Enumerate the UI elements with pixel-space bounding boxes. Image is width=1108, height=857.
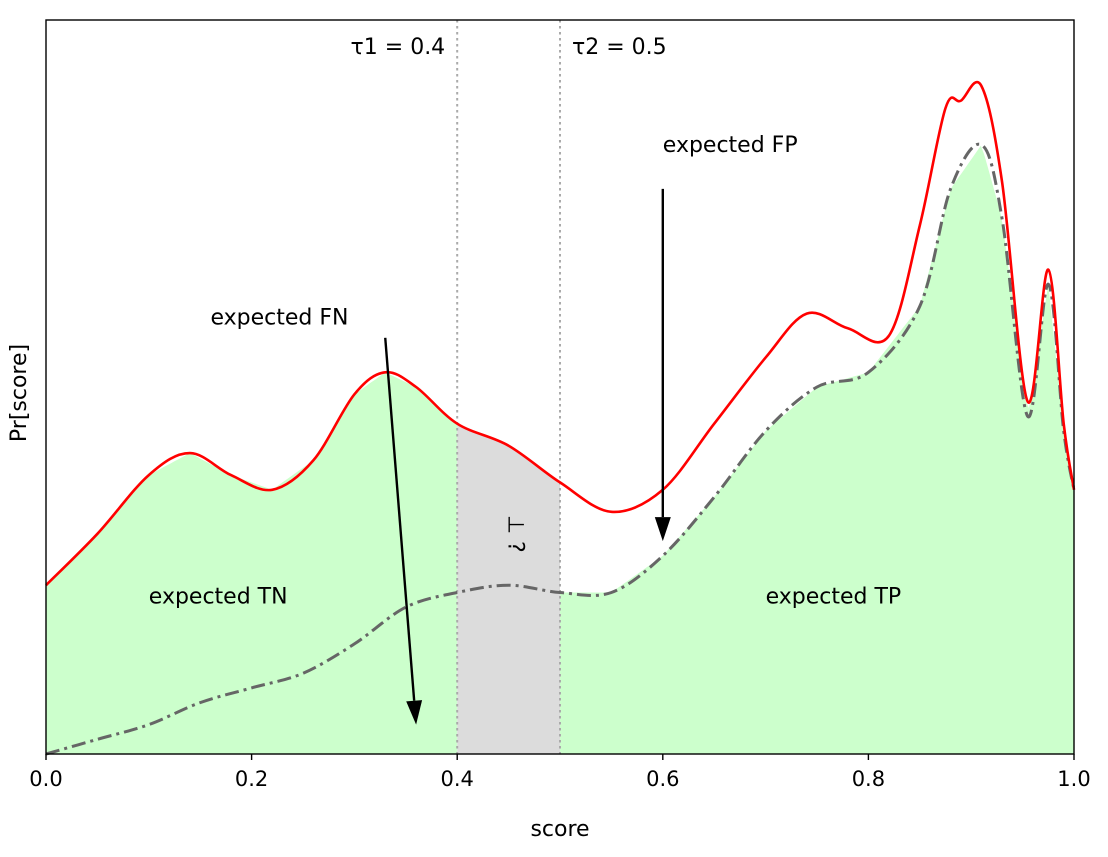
annotation-1: expected FN — [210, 306, 348, 331]
x-axis-ticks: 0.0 0.2 0.4 0.6 0.8 1.0 — [29, 754, 1091, 791]
fill-uncertain — [457, 423, 560, 754]
threshold-lines — [456, 20, 561, 754]
annotation-arrows — [384, 188, 671, 725]
y-axis-label: Pr[score] — [7, 344, 32, 442]
x-tick-label: 0.6 — [646, 767, 679, 791]
x-tick-label: 0.0 — [29, 767, 62, 791]
threshold-label-2: τ2 = 0.5 — [572, 35, 667, 60]
annotation-5: ⊥ ? — [503, 515, 528, 553]
fill-areas — [46, 145, 1074, 754]
positive-curve — [45, 142, 1076, 756]
arrow-shaft-1 — [384, 337, 416, 701]
threshold-label-1: τ1 = 0.4 — [351, 35, 446, 60]
x-tick-label: 0.2 — [235, 767, 268, 791]
fill-expected-tn — [46, 372, 458, 754]
arrow-head-2 — [654, 517, 671, 542]
x-tick-label: 0.4 — [440, 767, 473, 791]
annotation-4: expected TP — [766, 585, 902, 610]
x-tick-label: 0.8 — [852, 767, 885, 791]
annotation-labels: expected FN expected FP expected TN expecte… — [149, 35, 901, 610]
total-curve — [45, 80, 1076, 587]
curves — [45, 80, 1076, 756]
x-axis-label: score — [530, 817, 589, 842]
annotation-2: expected FP — [663, 133, 798, 158]
arrow-head-1 — [406, 700, 423, 725]
annotation-3: expected TN — [149, 585, 288, 610]
plot-frame — [45, 19, 1075, 755]
fill-expected-tp — [560, 145, 1074, 754]
x-tick-label: 1.0 — [1057, 767, 1090, 791]
